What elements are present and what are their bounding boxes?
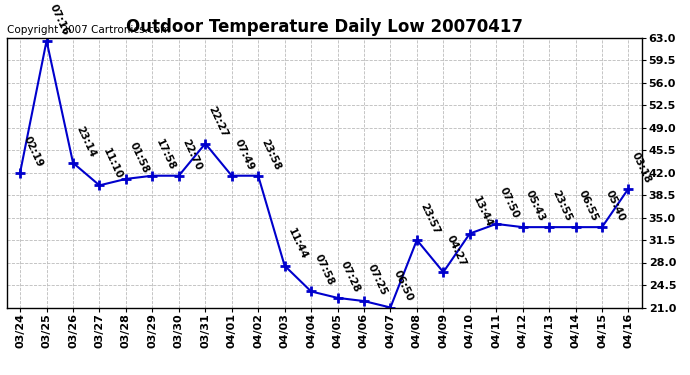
Text: 07:28: 07:28 [339, 260, 362, 294]
Text: 03:18: 03:18 [630, 150, 653, 184]
Text: 04:27: 04:27 [445, 234, 468, 268]
Text: 22:27: 22:27 [207, 105, 230, 140]
Title: Outdoor Temperature Daily Low 20070417: Outdoor Temperature Daily Low 20070417 [126, 18, 523, 36]
Text: 05:40: 05:40 [604, 189, 627, 223]
Text: 23:14: 23:14 [75, 124, 97, 159]
Text: 01:58: 01:58 [128, 141, 150, 175]
Text: 23:55: 23:55 [551, 189, 573, 223]
Text: 13:44: 13:44 [471, 195, 494, 230]
Text: Copyright 2007 Cartronics.com: Copyright 2007 Cartronics.com [7, 25, 170, 35]
Text: 07:58: 07:58 [313, 253, 335, 287]
Text: 07:25: 07:25 [366, 262, 388, 297]
Text: 07:50: 07:50 [497, 185, 521, 220]
Text: 06:55: 06:55 [577, 189, 600, 223]
Text: 23:58: 23:58 [259, 137, 283, 171]
Text: 11:10: 11:10 [101, 147, 124, 181]
Text: 22:70: 22:70 [180, 137, 204, 171]
Text: 02:19: 02:19 [21, 134, 45, 168]
Text: 06:50: 06:50 [392, 269, 415, 303]
Text: 07:49: 07:49 [233, 137, 256, 171]
Text: 23:57: 23:57 [418, 201, 442, 236]
Text: 17:58: 17:58 [154, 137, 177, 171]
Text: 11:44: 11:44 [286, 227, 309, 261]
Text: 05:43: 05:43 [524, 189, 547, 223]
Text: 07:16: 07:16 [48, 2, 71, 36]
